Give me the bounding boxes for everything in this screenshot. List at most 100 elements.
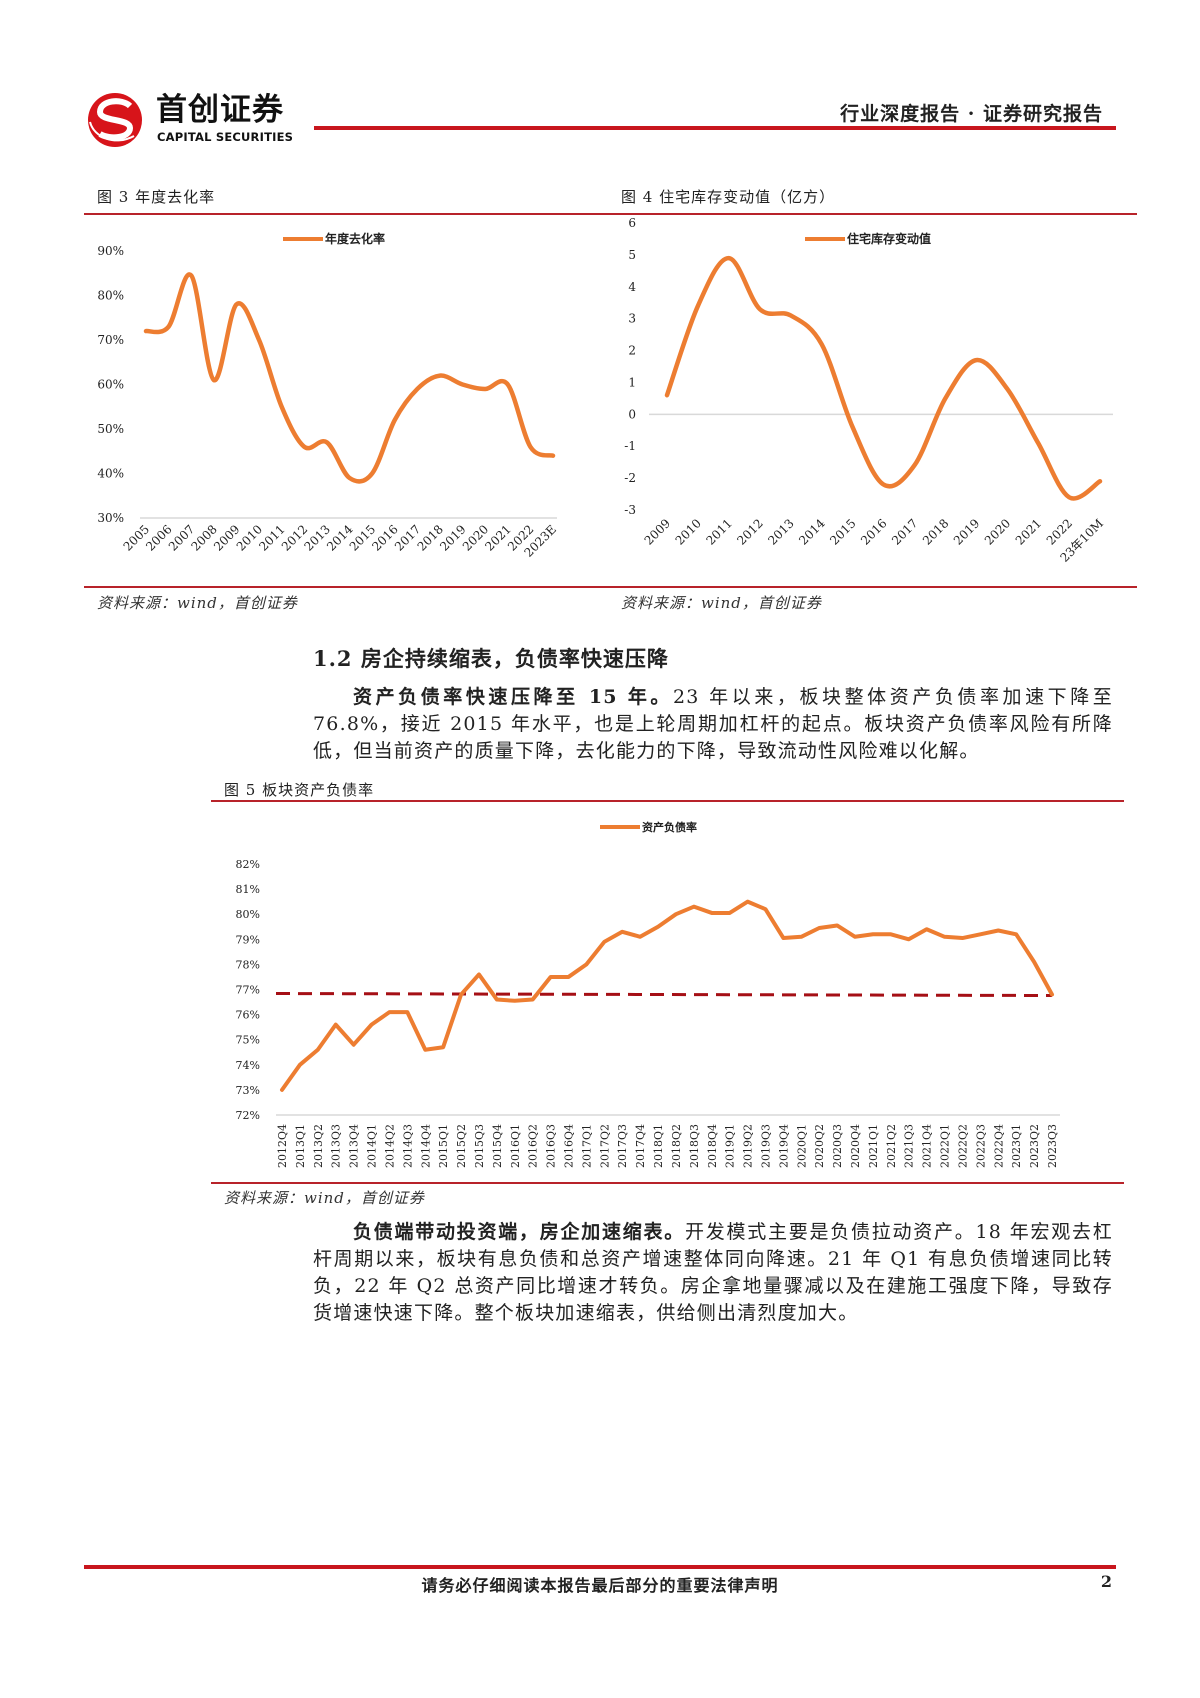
x-tick-label: 2017Q1 bbox=[580, 1124, 593, 1168]
x-tick-label: 2018 bbox=[920, 516, 951, 547]
x-tick-label: 2015Q3 bbox=[473, 1124, 486, 1168]
x-tick-label: 2016Q4 bbox=[563, 1124, 576, 1168]
x-tick-label: 2017 bbox=[889, 516, 920, 547]
x-tick-label: 2018Q2 bbox=[670, 1124, 683, 1168]
series-line-年度去化率 bbox=[143, 272, 556, 484]
x-tick-label: 2013Q4 bbox=[348, 1124, 361, 1168]
x-tick-label: 2021 bbox=[1013, 516, 1044, 547]
x-tick-label: 2020Q2 bbox=[813, 1124, 826, 1168]
x-tick-label: 2020Q4 bbox=[849, 1124, 862, 1168]
company-logo: 首创证券 CAPITAL SECURITIES bbox=[86, 92, 316, 148]
x-tick-label: 2015Q2 bbox=[455, 1124, 468, 1168]
logo-mark-icon bbox=[88, 93, 142, 147]
fig-top-rule bbox=[84, 213, 1137, 215]
y-tick-label: -1 bbox=[624, 439, 636, 453]
x-tick-label: 2012 bbox=[734, 516, 765, 547]
x-tick-label: 2011 bbox=[703, 516, 734, 547]
x-tick-label: 2023Q1 bbox=[1010, 1124, 1023, 1168]
y-tick-label: 1 bbox=[628, 375, 636, 389]
x-tick-label: 2013Q1 bbox=[294, 1124, 307, 1168]
x-tick-label: 2021Q4 bbox=[921, 1124, 934, 1168]
x-tick-label: 2019Q2 bbox=[742, 1124, 755, 1168]
x-tick-label: 2020Q3 bbox=[831, 1124, 844, 1168]
paragraph-1: 资产负债率快速压降至 15 年。23 年以来，板块整体资产负债率加速下降至 76… bbox=[313, 684, 1113, 765]
chart-3: 72% 73% 74% 75% 76% 77% 78% 79% 80% 81% 82% 2012Q4 2… bbox=[236, 820, 1060, 1168]
footer-divider bbox=[84, 1565, 1116, 1569]
x-tick-label: 2019 bbox=[951, 516, 982, 547]
fig3-title: 图 3 年度去化率 bbox=[97, 188, 216, 206]
y-tick-label: 40% bbox=[97, 467, 124, 481]
y-tick-label: 81% bbox=[236, 883, 260, 896]
x-tick-label: 2015Q4 bbox=[491, 1124, 504, 1168]
x-tick-label: 2017Q4 bbox=[634, 1124, 647, 1168]
y-tick-label: 72% bbox=[236, 1109, 260, 1122]
page-number: 2 bbox=[1100, 1572, 1112, 1591]
x-tick-label: 2022Q2 bbox=[956, 1124, 969, 1168]
fig5-source: 资料来源：wind，首创证券 bbox=[224, 1189, 425, 1207]
paragraph-2: 负债端带动投资端，房企加速缩表。开发模式主要是负债拉动资产。18 年宏观去杠杆周… bbox=[313, 1219, 1113, 1327]
series-line-资产负债率 bbox=[280, 899, 1054, 1092]
logo-text-cn: 首创证券 bbox=[156, 92, 284, 128]
series-line-住宅库存变动值 bbox=[664, 255, 1103, 501]
x-tick-label: 2016Q2 bbox=[527, 1124, 540, 1168]
fig-bottom-rule bbox=[84, 586, 1137, 588]
x-tick-label: 2014Q2 bbox=[383, 1124, 396, 1168]
legend-label: 住宅库存变动值 bbox=[847, 231, 931, 246]
x-tick-label: 2016 bbox=[858, 516, 889, 547]
x-tick-label: 2019Q1 bbox=[724, 1124, 737, 1168]
fig4-source: 资料来源：wind，首创证券 bbox=[621, 594, 822, 612]
y-tick-label: 73% bbox=[236, 1084, 260, 1097]
fig5-title: 图 5 板块资产负债率 bbox=[224, 781, 375, 799]
footer-disclaimer: 请务必仔细阅读本报告最后部分的重要法律声明 bbox=[421, 1576, 779, 1595]
x-tick-label: 2015Q1 bbox=[437, 1124, 450, 1168]
y-tick-label: 0 bbox=[628, 407, 636, 421]
chart-1: 30%40%50%60%70%80%90%2005200620072008200… bbox=[97, 231, 559, 560]
y-tick-label: 90% bbox=[97, 244, 124, 258]
reference-dashed-line bbox=[275, 992, 1053, 998]
y-tick-label: 50% bbox=[97, 422, 124, 436]
y-tick-label: 80% bbox=[236, 908, 260, 921]
fig5-bottom-rule bbox=[211, 1182, 1124, 1184]
legend-label: 资产负债率 bbox=[642, 820, 697, 834]
x-tick-label: 2023Q2 bbox=[1028, 1124, 1041, 1168]
x-tick-label: 2019Q4 bbox=[777, 1124, 790, 1168]
header-divider bbox=[314, 126, 1116, 130]
y-tick-label: 79% bbox=[236, 933, 260, 946]
y-tick-label: 4 bbox=[628, 280, 636, 294]
paragraph-2-body: 开发模式主要是负债拉动资产。18 年宏观去杠杆周期以来，板块有息负债和总资产增速… bbox=[313, 1221, 1113, 1324]
x-tick-label: 2022Q1 bbox=[939, 1124, 952, 1168]
x-tick-label: 2010 bbox=[673, 516, 704, 547]
x-tick-label: 2013Q3 bbox=[330, 1124, 343, 1168]
legend-label: 年度去化率 bbox=[325, 231, 385, 246]
x-tick-label: 2017Q3 bbox=[616, 1124, 629, 1168]
x-tick-label: 2022Q4 bbox=[992, 1124, 1005, 1168]
x-tick-label: 2018Q3 bbox=[688, 1124, 701, 1168]
x-tick-label: 2019Q3 bbox=[759, 1124, 772, 1168]
x-tick-label: 2016Q3 bbox=[545, 1124, 558, 1168]
y-tick-label: 70% bbox=[97, 333, 124, 347]
x-tick-label: 2021Q1 bbox=[867, 1124, 880, 1168]
y-tick-label: 6 bbox=[628, 216, 636, 230]
x-tick-label: 2020Q1 bbox=[795, 1124, 808, 1168]
x-tick-label: 2022Q3 bbox=[974, 1124, 987, 1168]
y-tick-label: 80% bbox=[97, 289, 124, 303]
section-heading: 1.2 房企持续缩表，负债率快速压降 bbox=[313, 646, 669, 671]
y-tick-label: 2 bbox=[628, 344, 636, 358]
y-tick-label: 78% bbox=[236, 958, 260, 971]
y-tick-label: 74% bbox=[236, 1059, 260, 1072]
logo-text-en: CAPITAL SECURITIES bbox=[157, 130, 294, 144]
paragraph-1-lead: 资产负债率快速压降至 15 年。 bbox=[353, 686, 673, 708]
y-tick-label: 82% bbox=[236, 858, 260, 871]
x-tick-label: 2020 bbox=[982, 516, 1013, 547]
x-tick-label: 2014 bbox=[796, 516, 828, 548]
x-tick-label: 2014Q1 bbox=[366, 1124, 379, 1168]
x-tick-label: 2023Q3 bbox=[1046, 1124, 1059, 1168]
y-tick-label: 3 bbox=[628, 312, 636, 326]
paragraph-1-body: 23 年以来，板块整体资产负债率加速下降至 76.8%，接近 2015 年水平，… bbox=[313, 686, 1114, 762]
x-tick-label: 2017Q2 bbox=[598, 1124, 611, 1168]
y-tick-label: 60% bbox=[97, 378, 124, 392]
paragraph-2-lead: 负债端带动投资端，房企加速缩表。 bbox=[353, 1221, 685, 1243]
y-tick-label: 76% bbox=[236, 1009, 260, 1022]
y-tick-label: -2 bbox=[624, 471, 636, 485]
